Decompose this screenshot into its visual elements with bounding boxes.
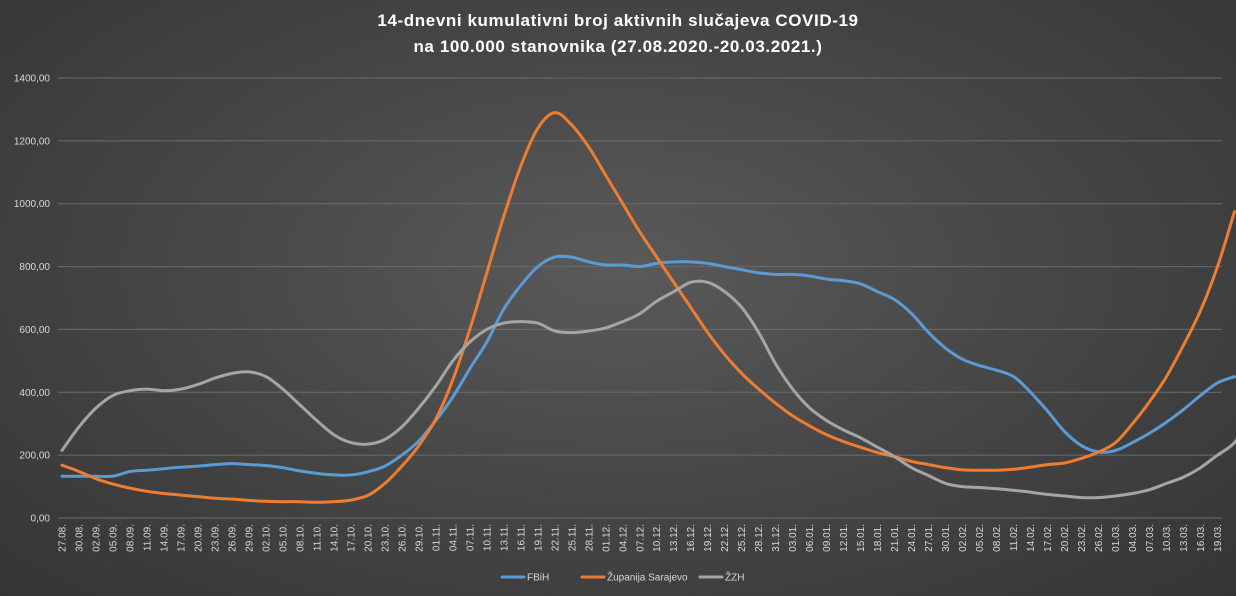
series-line-2: [60, 279, 1236, 500]
x-tick-label: 28.11.: [584, 524, 595, 551]
x-tick-label: 16.12.: [686, 524, 697, 552]
y-tick-label: 400,00: [19, 388, 50, 399]
x-tick-label: 19.11.: [533, 524, 544, 551]
x-tick-label: 04.12.: [618, 524, 629, 552]
x-tick-label: 13.03.: [1179, 524, 1190, 552]
x-tick-label: 31.12.: [771, 524, 782, 552]
x-tick-label: 04.11.: [448, 524, 459, 551]
x-tick-label: 20.02.: [1060, 524, 1071, 552]
y-tick-label: 800,00: [19, 262, 50, 273]
x-tick-label: 05.10.: [278, 524, 289, 552]
x-tick-label: 08.09.: [125, 524, 136, 552]
x-tick-label: 02.10.: [261, 524, 272, 552]
x-tick-label: 05.02.: [975, 524, 986, 552]
x-tick-label: 17.09.: [176, 524, 187, 552]
x-tick-label: 28.12.: [754, 524, 765, 552]
x-tick-label: 10.12.: [652, 524, 663, 552]
x-tick-label: 07.11.: [465, 524, 476, 551]
legend: FBiH Županija Sarajevo ŽZH: [500, 571, 744, 584]
x-tick-label: 13.11.: [499, 524, 510, 551]
legend-label-2: ŽZH: [725, 571, 744, 584]
x-tick-label: 27.01.: [924, 524, 935, 552]
x-tick-label: 04.03.: [1128, 524, 1139, 552]
chart-title-line-2: na 100.000 stanovnika (27.08.2020.-20.03…: [413, 37, 822, 56]
series-lines: [60, 111, 1236, 504]
x-tick-label: 26.09.: [227, 524, 238, 552]
series-line-1: [60, 111, 1236, 504]
x-tick-label: 14.10.: [329, 524, 340, 552]
x-tick-label: 24.01.: [907, 524, 918, 552]
x-tick-label: 22.12.: [720, 524, 731, 552]
x-tick-label: 17.10.: [346, 524, 357, 552]
x-tick-label: 02.09.: [91, 524, 102, 552]
x-tick-label: 23.02.: [1077, 524, 1088, 552]
x-tick-label: 26.10.: [397, 524, 408, 552]
x-tick-label: 07.12.: [635, 524, 646, 552]
legend-label-0: FBiH: [527, 573, 549, 584]
x-tick-label: 08.02.: [992, 524, 1003, 552]
x-tick-label: 09.01.: [822, 524, 833, 552]
x-tick-label: 20.09.: [193, 524, 204, 552]
x-tick-label: 11.02.: [1009, 524, 1020, 551]
y-tick-label: 200,00: [19, 451, 50, 462]
x-tick-label: 10.03.: [1162, 524, 1173, 552]
x-tick-label: 13.12.: [669, 524, 680, 552]
y-tick-label: 600,00: [19, 325, 50, 336]
x-tick-label: 01.12.: [601, 524, 612, 552]
x-tick-label: 29.10.: [414, 524, 425, 552]
x-tick-label: 21.01.: [890, 524, 901, 552]
x-tick-label: 30.01.: [941, 524, 952, 552]
x-tick-label: 20.10.: [363, 524, 374, 552]
x-tick-label: 11.09.: [142, 524, 153, 551]
x-tick-label: 29.09.: [244, 524, 255, 552]
x-tick-label: 01.11.: [431, 524, 442, 551]
x-tick-label: 16.11.: [516, 524, 527, 551]
x-tick-label: 16.03.: [1196, 524, 1207, 552]
x-tick-label: 05.09.: [108, 524, 119, 552]
y-tick-label: 0,00: [31, 514, 51, 525]
gridlines: [58, 77, 1222, 519]
x-tick-label: 22.11.: [550, 524, 561, 551]
x-tick-label: 14.02.: [1026, 524, 1037, 552]
chart-title-line-1: 14-dnevni kumulativni broj aktivnih sluč…: [377, 11, 858, 30]
x-tick-label: 14.09.: [159, 524, 170, 552]
y-tick-label: 1000,00: [14, 199, 51, 210]
x-tick-label: 02.02.: [958, 524, 969, 552]
x-tick-label: 12.01.: [839, 524, 850, 552]
x-tick-label: 17.02.: [1043, 524, 1054, 552]
y-axis: 0,00 200,00 400,00 600,00 800,00 1000,00 1200,…: [14, 74, 51, 525]
x-tick-label: 23.10.: [380, 524, 391, 552]
x-tick-label: 26.02.: [1094, 524, 1105, 552]
x-tick-label: 27.08.: [58, 524, 69, 552]
chart-title: 14-dnevni kumulativni broj aktivnih sluč…: [377, 11, 858, 56]
y-tick-label: 1200,00: [14, 136, 51, 147]
x-tick-label: 19.03.: [1213, 524, 1224, 552]
x-tick-label: 01.03.: [1111, 524, 1122, 552]
x-tick-label: 25.12.: [737, 524, 748, 552]
x-tick-label: 11.10.: [312, 524, 323, 551]
y-tick-label: 1400,00: [14, 74, 51, 85]
series-line-0: [60, 254, 1236, 479]
legend-label-1: Županija Sarajevo: [607, 571, 688, 584]
x-tick-label: 03.01.: [788, 524, 799, 552]
x-tick-label: 18.01.: [873, 524, 884, 552]
x-tick-label: 15.01.: [856, 524, 867, 552]
x-tick-label: 30.08.: [74, 524, 85, 552]
x-tick-label: 25.11.: [567, 524, 578, 551]
x-tick-label: 07.03.: [1145, 524, 1156, 552]
x-tick-label: 08.10.: [295, 524, 306, 552]
x-tick-label: 23.09.: [210, 524, 221, 552]
x-tick-label: 10.11.: [482, 524, 493, 551]
x-tick-label: 19.12.: [703, 524, 714, 552]
x-axis: 27.08. 30.08. 02.09. 05.09. 08.09. 11.09. 14.0…: [58, 524, 1225, 552]
x-tick-label: 06.01.: [805, 524, 816, 552]
